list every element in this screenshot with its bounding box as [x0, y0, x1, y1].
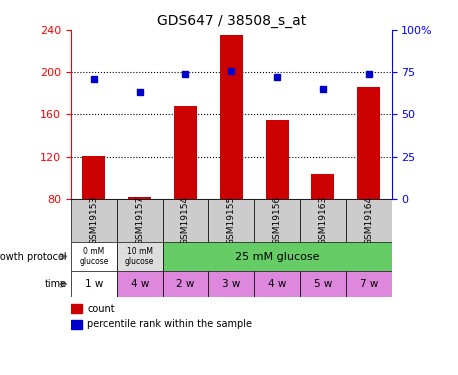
Text: time: time: [44, 279, 66, 289]
Text: 10 mM
glucose: 10 mM glucose: [125, 247, 154, 266]
Bar: [254, 199, 300, 242]
Text: 3 w: 3 w: [222, 279, 240, 289]
Bar: [346, 199, 392, 242]
Bar: [82, 156, 105, 283]
Bar: [71, 199, 117, 242]
Bar: [266, 120, 289, 283]
Text: GSM19153: GSM19153: [89, 196, 98, 245]
Text: growth protocol: growth protocol: [0, 252, 66, 261]
Bar: [346, 271, 392, 297]
Title: GDS647 / 38508_s_at: GDS647 / 38508_s_at: [157, 13, 306, 28]
Text: 1 w: 1 w: [85, 279, 103, 289]
Bar: [311, 174, 334, 283]
Bar: [163, 199, 208, 242]
Text: 4 w: 4 w: [131, 279, 149, 289]
Bar: [163, 271, 208, 297]
Bar: [208, 199, 254, 242]
Text: GSM19155: GSM19155: [227, 196, 236, 245]
Bar: [117, 199, 163, 242]
Text: 2 w: 2 w: [176, 279, 195, 289]
Bar: [208, 271, 254, 297]
Text: 0 mM
glucose: 0 mM glucose: [79, 247, 109, 266]
Text: GSM19157: GSM19157: [135, 196, 144, 245]
Bar: [71, 242, 117, 271]
Bar: [71, 304, 82, 313]
Text: 4 w: 4 w: [268, 279, 286, 289]
Bar: [357, 87, 380, 283]
Text: percentile rank within the sample: percentile rank within the sample: [87, 319, 252, 329]
Text: 5 w: 5 w: [314, 279, 332, 289]
Text: GSM19156: GSM19156: [273, 196, 282, 245]
Bar: [128, 196, 151, 283]
Text: 25 mM glucose: 25 mM glucose: [235, 252, 319, 261]
Text: 7 w: 7 w: [360, 279, 378, 289]
Text: GSM19164: GSM19164: [364, 196, 373, 245]
Bar: [163, 242, 392, 271]
Text: GSM19154: GSM19154: [181, 196, 190, 245]
Bar: [71, 271, 117, 297]
Bar: [174, 106, 197, 283]
Bar: [300, 271, 346, 297]
Bar: [300, 199, 346, 242]
Bar: [117, 271, 163, 297]
Bar: [117, 242, 163, 271]
Bar: [71, 320, 82, 329]
Text: GSM19163: GSM19163: [318, 196, 327, 245]
Bar: [254, 271, 300, 297]
Bar: [220, 35, 243, 283]
Text: count: count: [87, 304, 114, 314]
